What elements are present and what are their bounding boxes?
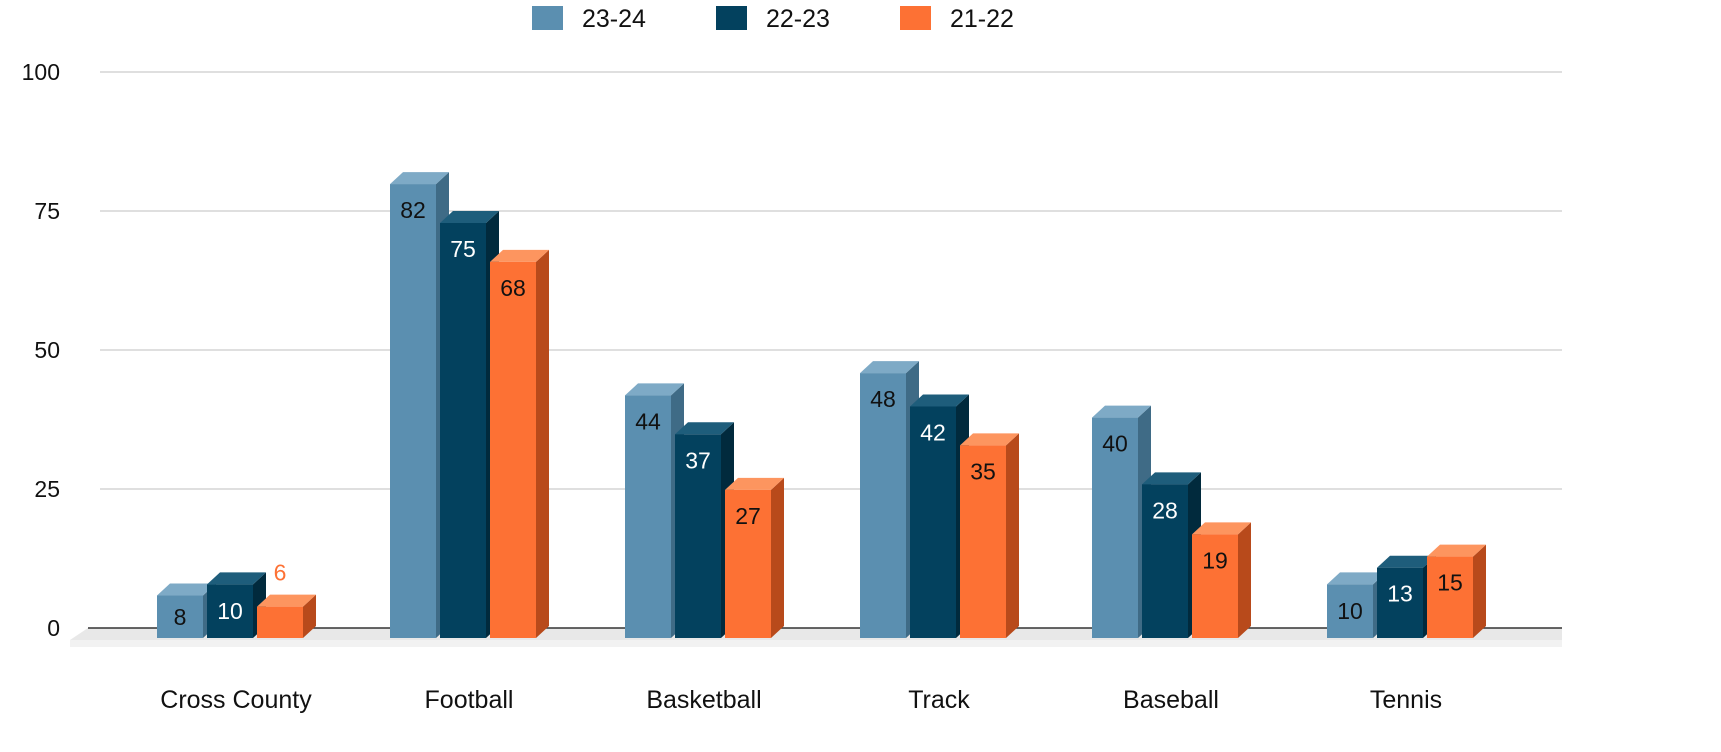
- y-tick-label: 25: [34, 476, 60, 502]
- legend: 23-24 22-23 21-22: [532, 5, 1014, 33]
- bar-top: [960, 433, 1019, 446]
- bar-front: [1377, 567, 1423, 638]
- bar-front: [1092, 417, 1138, 638]
- bar-front: [1427, 556, 1473, 638]
- legend-swatch-21-22: [900, 6, 931, 30]
- bar-front: [390, 184, 436, 638]
- bar-front: [207, 584, 253, 638]
- bar-front: [257, 606, 303, 638]
- data-label-football-22-23: 75: [450, 236, 476, 262]
- y-axis-ticks: 0 25 50 75 100: [22, 59, 60, 641]
- data-label-track-22-23: 42: [920, 419, 946, 445]
- x-tick-label-basketball: Basketball: [646, 686, 761, 714]
- bar-front: [675, 434, 721, 638]
- bar-side: [771, 477, 784, 638]
- bar-top: [910, 394, 969, 407]
- bar-top: [675, 422, 734, 435]
- data-label-baseball-23-24: 40: [1102, 431, 1128, 457]
- bar-top: [257, 594, 316, 607]
- x-tick-label-tennis: Tennis: [1370, 686, 1442, 714]
- legend-swatch-22-23: [716, 6, 747, 30]
- y-tick-label: 50: [34, 337, 60, 363]
- bar-front: [725, 489, 771, 638]
- x-axis-labels: Cross County Football Basketball Track Baseb…: [160, 686, 1442, 714]
- bar-top: [625, 383, 684, 396]
- bar-front: [960, 445, 1006, 638]
- bar-top: [1142, 472, 1201, 485]
- bar-top: [725, 477, 784, 490]
- data-label-track-23-24: 48: [870, 386, 896, 412]
- bar-side: [1473, 544, 1486, 638]
- data-label-football-23-24: 82: [400, 197, 426, 223]
- bar-top: [860, 361, 919, 374]
- data-label-basketball-22-23: 37: [685, 447, 711, 473]
- bar-front: [860, 373, 906, 638]
- data-label-football-21-22: 68: [500, 275, 526, 301]
- bar-baseball-21-22: [1192, 522, 1251, 638]
- bar-front: [1142, 484, 1188, 638]
- y-tick-label: 0: [47, 615, 60, 641]
- bar-front: [440, 223, 486, 638]
- bar-front: [490, 261, 536, 638]
- data-label-tennis-21-22: 15: [1437, 570, 1463, 596]
- bar-top: [1327, 572, 1386, 585]
- data-labels: 8 10 6 82 75 68 44 37 27 48 42 35 40 28 19 10 13 15: [174, 197, 1463, 630]
- x-tick-label-football: Football: [425, 686, 514, 714]
- bar-side: [1238, 522, 1251, 638]
- y-tick-label: 75: [34, 198, 60, 224]
- bar-side: [1006, 433, 1019, 638]
- bar-top: [440, 211, 499, 223]
- bar-side: [303, 594, 316, 638]
- bar-top: [1092, 405, 1151, 418]
- data-label-basketball-23-24: 44: [635, 408, 661, 434]
- data-label-tennis-22-23: 13: [1387, 581, 1413, 607]
- data-label-baseball-22-23: 28: [1152, 497, 1178, 523]
- data-label-basketball-21-22: 27: [735, 503, 761, 529]
- y-tick-label: 100: [22, 59, 60, 85]
- bar-tennis-21-22: [1427, 544, 1486, 638]
- bar-front: [1327, 584, 1373, 638]
- gridlines: [88, 71, 1562, 629]
- bar-top: [157, 583, 216, 596]
- legend-swatch-23-24: [532, 6, 563, 30]
- data-label-track-21-22: 35: [970, 458, 996, 484]
- bars: [157, 172, 1486, 639]
- x-tick-label-cross-county: Cross County: [160, 686, 312, 714]
- floor-front: [70, 640, 1562, 647]
- bar-front: [157, 595, 203, 638]
- bar-top: [1377, 555, 1436, 568]
- bar-front: [910, 406, 956, 638]
- bar-football-21-22: [490, 249, 549, 639]
- data-label-baseball-21-22: 19: [1202, 547, 1228, 573]
- bar-top: [1427, 544, 1486, 557]
- bar-side: [536, 249, 549, 639]
- bar-top: [207, 572, 266, 585]
- bar-track-21-22: [960, 433, 1019, 638]
- bar-basketball-21-22: [725, 477, 784, 638]
- bar-front: [625, 395, 671, 638]
- bar-top: [390, 172, 449, 185]
- data-label-cross-county-22-23: 10: [217, 598, 243, 624]
- bar-cross-county-21-22: [257, 594, 316, 638]
- bar-top: [1192, 522, 1251, 535]
- data-label-tennis-23-24: 10: [1337, 598, 1363, 624]
- legend-label-21-22: 21-22: [950, 5, 1014, 33]
- legend-label-22-23: 22-23: [766, 5, 830, 33]
- x-tick-label-baseball: Baseball: [1123, 686, 1219, 714]
- legend-label-23-24: 23-24: [582, 5, 646, 33]
- data-label-cross-county-21-22: 6: [274, 560, 287, 586]
- data-label-cross-county-23-24: 8: [174, 604, 187, 630]
- bar-top: [490, 249, 549, 262]
- x-tick-label-track: Track: [908, 686, 970, 714]
- bar-front: [1192, 534, 1238, 638]
